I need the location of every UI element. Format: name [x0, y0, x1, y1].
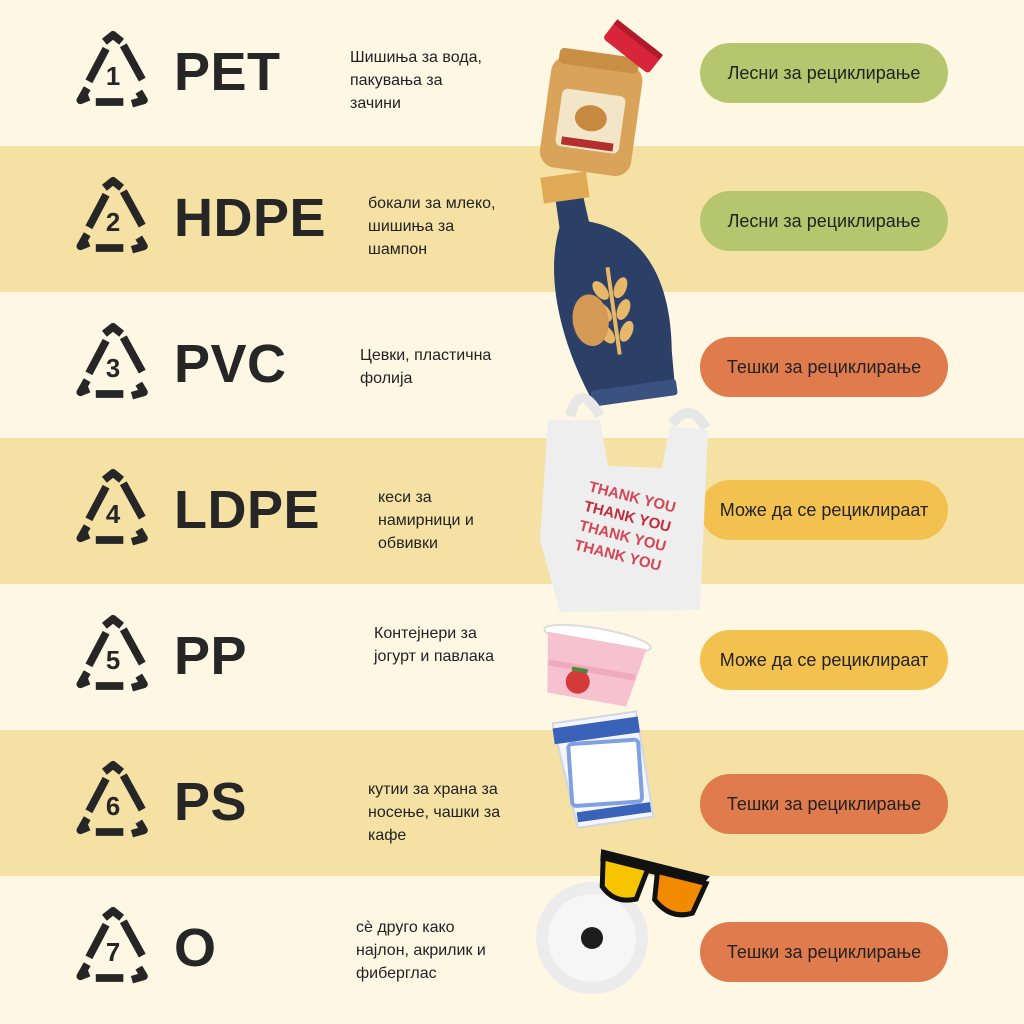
recyclability-badge: Тешки за рециклирање — [700, 337, 948, 397]
resin-code: PVC — [174, 334, 287, 394]
resin-description: кутии за храна за носење, чашки за кафе — [368, 781, 501, 844]
resin-number: 1 — [106, 63, 120, 91]
recyclability-badge: Може да се рециклираат — [700, 480, 948, 540]
recyclability-badge: Тешки за рециклирање — [700, 774, 948, 834]
resin-number: 3 — [106, 355, 120, 383]
row-ps: 6 PS кутии за храна за носење, чашки за … — [0, 730, 1024, 876]
row-ldpe: 4 LDPE кеси за намирници и обвивки Може … — [0, 438, 1024, 584]
recycle-triangle-icon: 4 — [76, 469, 148, 546]
resin-description: кеси за намирници и обвивки — [378, 489, 474, 552]
row-other: 7 O сè друго како најлон, акрилик и фибе… — [0, 876, 1024, 1024]
recycle-triangle-icon: 1 — [76, 31, 148, 108]
resin-description: бокали за млеко, шишиња за шампон — [368, 195, 496, 258]
recyclability-badge: Тешки за рециклирање — [700, 922, 948, 982]
recycle-triangle-icon: 6 — [76, 761, 148, 838]
resin-code: PP — [174, 626, 248, 686]
row-pvc: 3 PVC Цевки, пластична фолија Тешки за р… — [0, 292, 1024, 438]
recycle-triangle-icon: 5 — [76, 615, 148, 692]
resin-code: PS — [174, 772, 248, 832]
resin-code: PET — [174, 42, 281, 102]
resin-description: Контејнери за јогурт и павлака — [374, 625, 494, 665]
recyclability-badge: Лесни за рециклирање — [700, 191, 948, 251]
resin-number: 5 — [106, 647, 120, 675]
resin-code: HDPE — [174, 188, 327, 248]
row-pet: 1 PET Шишиња за вода, пакувања за зачини… — [0, 0, 1024, 146]
recyclability-badge: Може да се рециклираат — [700, 630, 948, 690]
resin-code: O — [174, 918, 217, 978]
resin-number: 2 — [106, 209, 120, 237]
row-pp: 5 PP Контејнери за јогурт и павлака Може… — [0, 584, 1024, 730]
recycle-triangle-icon: 2 — [76, 177, 148, 254]
recycle-triangle-icon: 3 — [76, 323, 148, 400]
resin-number: 4 — [106, 501, 121, 529]
recycle-triangle-icon: 7 — [76, 907, 148, 984]
resin-number: 7 — [106, 939, 120, 967]
resin-description: Цевки, пластична фолија — [360, 347, 492, 387]
recyclability-badge: Лесни за рециклирање — [700, 43, 948, 103]
resin-description: сè друго како најлон, акрилик и фибергла… — [356, 919, 486, 982]
row-hdpe: 2 HDPE бокали за млеко, шишиња за шампон… — [0, 146, 1024, 292]
resin-description: Шишиња за вода, пакувања за зачини — [350, 49, 482, 112]
resin-number: 6 — [106, 793, 120, 821]
resin-code: LDPE — [174, 480, 321, 540]
